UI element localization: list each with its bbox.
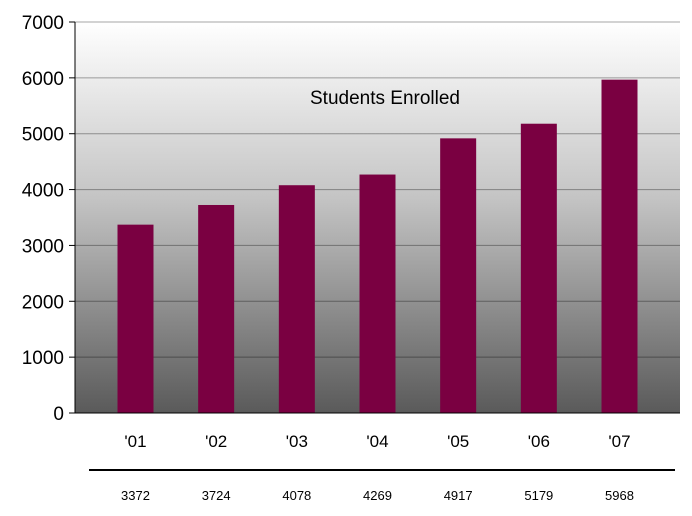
x-category-label: '01 [124, 432, 146, 451]
table-value: 3372 [121, 488, 150, 503]
table-value: 5179 [524, 488, 553, 503]
bar [520, 123, 557, 414]
bars [117, 79, 638, 414]
y-tick-label: 1000 [22, 348, 64, 369]
bar [278, 185, 315, 413]
table-value: 4269 [363, 488, 392, 503]
x-category-label: '05 [447, 432, 469, 451]
data-table: 3372 3724 4078 4269 4917 5179 5968 [121, 488, 634, 503]
bar [198, 204, 235, 413]
chart-title: Students Enrolled [310, 88, 460, 109]
table-value: 5968 [605, 488, 634, 503]
x-axis-labels: '01 '02 '03 '04 '05 '06 '07 [124, 432, 630, 451]
y-tick-label: 7000 [22, 13, 64, 34]
y-tick-label: 2000 [22, 292, 64, 313]
bar [117, 224, 154, 413]
x-category-label: '04 [366, 432, 388, 451]
bar [601, 79, 638, 414]
table-value: 3724 [202, 488, 231, 503]
y-tick-label: 3000 [22, 236, 64, 257]
y-tick-label: 6000 [22, 69, 64, 90]
y-axis-ticks: 0 1000 2000 3000 4000 5000 6000 7000 [22, 13, 75, 425]
y-tick-label: 5000 [22, 125, 64, 146]
table-value: 4917 [444, 488, 473, 503]
bar [440, 138, 477, 413]
bar [359, 174, 396, 413]
y-tick-label: 4000 [22, 181, 64, 202]
table-value: 4078 [282, 488, 311, 503]
y-tick-label: 0 [53, 404, 64, 425]
x-category-label: '02 [205, 432, 227, 451]
x-category-label: '06 [528, 432, 550, 451]
x-category-label: '03 [286, 432, 308, 451]
x-category-label: '07 [608, 432, 630, 451]
